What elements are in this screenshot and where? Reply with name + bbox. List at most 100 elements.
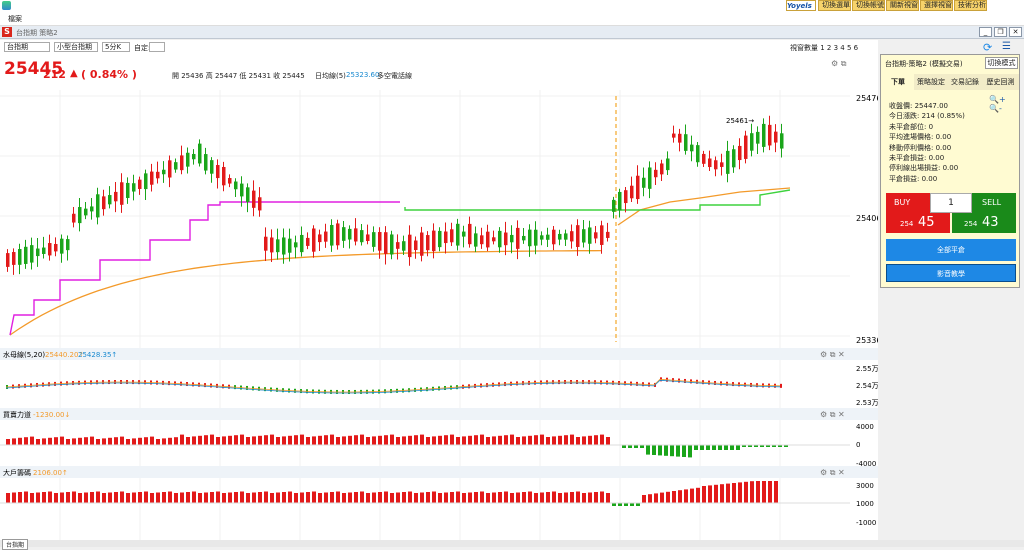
ind3-bar: [480, 491, 484, 503]
buy-button[interactable]: BUY: [886, 193, 930, 213]
ind2-bar: [510, 434, 514, 445]
ind2-bar: [138, 437, 142, 445]
ind3-bar: [246, 493, 250, 503]
ind2-bar: [312, 436, 316, 445]
ind2-bar: [600, 434, 604, 445]
candle-body: [102, 196, 106, 210]
top-button-1[interactable]: 切換選單: [818, 0, 851, 11]
candle-body: [132, 183, 136, 192]
ind2-bar: [718, 445, 722, 450]
ind2-bar: [754, 445, 758, 447]
candle-body: [24, 246, 28, 264]
candle-body: [720, 162, 724, 167]
ind2-bar: [570, 434, 574, 445]
ind2-bar: [78, 437, 82, 445]
quantity-input[interactable]: 1: [930, 193, 972, 213]
candle-body: [516, 227, 520, 249]
candle-body: [744, 135, 748, 159]
ind3-bar: [366, 493, 370, 503]
ask-price-box[interactable]: 254 43: [952, 213, 1016, 233]
ind3-bar: [420, 492, 424, 503]
refresh-icon[interactable]: ⟳: [983, 41, 993, 54]
minimize-button[interactable]: _: [979, 27, 992, 37]
candle-body: [492, 237, 496, 242]
ind2-bar: [480, 434, 484, 445]
tab-backtest[interactable]: 歷史回測: [982, 74, 1019, 90]
ind3-bar: [384, 491, 388, 503]
ind3-bar: [342, 493, 346, 503]
user-list-icon[interactable]: ☰: [1002, 41, 1011, 52]
candle-body: [126, 182, 130, 199]
ind2-bar: [378, 435, 382, 445]
tab-order[interactable]: 下單: [882, 74, 914, 90]
video-tutorial-button[interactable]: 影音教學: [886, 264, 1016, 282]
bottom-tab-product[interactable]: 台指期: [2, 539, 29, 550]
tab-trades[interactable]: 交易記錄: [948, 74, 982, 90]
candle-body: [78, 207, 82, 224]
close-button[interactable]: ✕: [1009, 27, 1022, 37]
zoom-icons[interactable]: 🔍+ 🔍-: [989, 95, 1006, 113]
top-button-2[interactable]: 切換帳號: [852, 0, 885, 11]
candle-body: [444, 231, 448, 244]
ind3-bar: [234, 492, 238, 503]
ind3-bar: [732, 483, 736, 503]
ind2-bar: [216, 437, 220, 445]
restore-button[interactable]: ❐: [994, 27, 1007, 37]
candle-body: [276, 239, 280, 253]
period-select[interactable]: 5分K: [102, 42, 130, 52]
ind2-bar: [234, 435, 238, 445]
ind1-bar: [780, 383, 782, 388]
product2-select[interactable]: 小型台指期: [54, 42, 98, 52]
candle-body: [18, 249, 22, 265]
price-tick-mid: 25406: [856, 214, 878, 223]
ind2-bar: [546, 437, 550, 445]
ind3-bar: [390, 493, 394, 503]
candle-body: [648, 167, 652, 189]
ind3-bar: [576, 491, 580, 503]
ind2-bar: [474, 435, 478, 445]
candle-body: [462, 231, 466, 237]
candle-body: [48, 243, 52, 256]
ind3-bar: [300, 492, 304, 503]
ind2-bar: [66, 439, 70, 445]
candle-body: [342, 227, 346, 241]
menu-file[interactable]: 檔案: [8, 15, 22, 23]
top-button-5[interactable]: 技術分析: [954, 0, 987, 11]
candle-body: [144, 173, 148, 190]
ind2-bar: [712, 445, 716, 450]
candle-body: [348, 228, 352, 240]
view-count-selector[interactable]: 視窗數量 1 2 3 4 5 6: [790, 44, 859, 52]
candle-body: [396, 242, 400, 249]
indicator-1-v1: 25440.20↑: [45, 351, 84, 359]
top-button-4[interactable]: 選擇視窗: [920, 0, 953, 11]
ind2-bar: [324, 435, 328, 445]
candle-body: [582, 229, 586, 243]
ind2-bar: [270, 434, 274, 445]
tab-strategy[interactable]: 策略設定: [914, 74, 948, 90]
sell-button[interactable]: SELL: [972, 193, 1016, 213]
ind2-bar: [156, 439, 160, 445]
ind3-bar: [444, 492, 448, 503]
bid-price-box[interactable]: 254 45: [886, 213, 950, 233]
candle-body: [600, 225, 604, 245]
ind2-bar: [120, 436, 124, 445]
candle-body: [216, 165, 220, 179]
ind3-bar: [204, 492, 208, 503]
candle-body: [708, 158, 712, 168]
close-all-button[interactable]: 全部平倉: [886, 239, 1016, 261]
product-select[interactable]: 台指期: [4, 42, 50, 52]
price-change: 212: [43, 68, 66, 81]
custom-input[interactable]: [149, 42, 165, 52]
top-button-3[interactable]: 關新視窗: [886, 0, 919, 11]
ind2-bar: [372, 436, 376, 445]
ind2-bar: [294, 435, 298, 445]
chart-settings-icon[interactable]: ⚙ ⧉: [831, 59, 847, 68]
indicator-2-tools-icon[interactable]: ⚙ ⧉ ✕: [820, 410, 845, 419]
indicator-1-tools-icon[interactable]: ⚙ ⧉ ✕: [820, 350, 845, 359]
ind3-tick-2: 1000: [856, 500, 874, 508]
ind2-bar: [670, 445, 674, 457]
mode-switch-button[interactable]: 切換模式: [985, 57, 1018, 69]
indicator-3-tools-icon[interactable]: ⚙ ⧉ ✕: [820, 468, 845, 477]
candle-body: [270, 237, 274, 253]
ind3-bar: [108, 492, 112, 503]
